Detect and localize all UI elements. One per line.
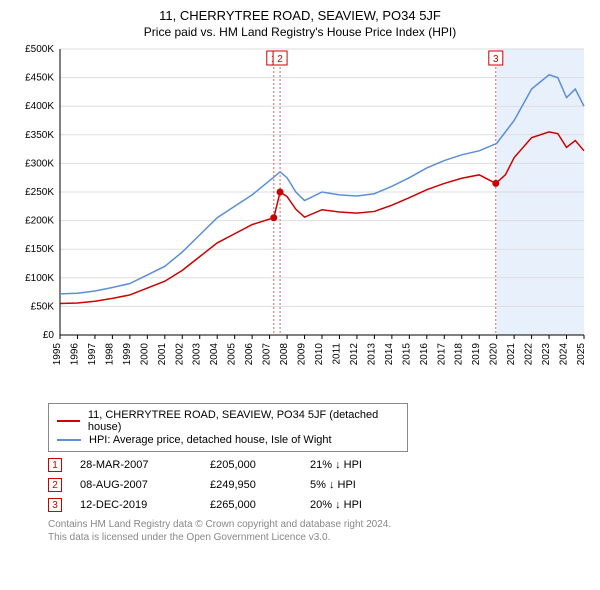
transaction-row: 2 08-AUG-2007£249,9505% ↓ HPI (48, 478, 588, 492)
x-tick-label: 2006 (244, 343, 255, 366)
x-tick-label: 2008 (279, 343, 290, 366)
transaction-delta: 21% ↓ HPI (310, 459, 410, 471)
transaction-marker: 2 (48, 478, 62, 492)
transaction-row: 1 28-MAR-2007£205,00021% ↓ HPI (48, 458, 588, 472)
transaction-delta: 20% ↓ HPI (310, 499, 410, 511)
x-tick-label: 2003 (192, 343, 203, 366)
transaction-date: 12-DEC-2019 (80, 499, 210, 511)
chart-title: 11, CHERRYTREE ROAD, SEAVIEW, PO34 5JF (12, 8, 588, 23)
transaction-dot (492, 180, 499, 187)
transaction-price: £249,950 (210, 479, 310, 491)
transaction-marker: 3 (48, 498, 62, 512)
x-tick-label: 2016 (419, 343, 430, 366)
x-tick-label: 2002 (174, 343, 185, 366)
y-tick-label: £350K (25, 130, 54, 141)
transaction-delta: 5% ↓ HPI (310, 479, 410, 491)
x-tick-label: 2001 (157, 343, 168, 366)
legend-swatch (57, 420, 80, 422)
y-tick-label: £200K (25, 216, 54, 227)
transaction-price: £205,000 (210, 459, 310, 471)
transaction-date: 08-AUG-2007 (80, 479, 210, 491)
x-tick-label: 2017 (436, 343, 447, 366)
legend-item: 11, CHERRYTREE ROAD, SEAVIEW, PO34 5JF (… (57, 409, 399, 433)
chart-container: 11, CHERRYTREE ROAD, SEAVIEW, PO34 5JF P… (0, 0, 600, 590)
x-tick-label: 2013 (366, 343, 377, 366)
legend-label: 11, CHERRYTREE ROAD, SEAVIEW, PO34 5JF (… (88, 409, 399, 433)
footnote-line: This data is licensed under the Open Gov… (48, 531, 588, 544)
footnote-line: Contains HM Land Registry data © Crown c… (48, 518, 588, 531)
x-tick-label: 1995 (52, 343, 63, 366)
x-tick-label: 2023 (541, 343, 552, 366)
x-tick-label: 1996 (69, 343, 80, 366)
x-tick-label: 2022 (524, 343, 535, 366)
transaction-price: £265,000 (210, 499, 310, 511)
x-tick-label: 2024 (559, 343, 570, 366)
x-tick-label: 2018 (454, 343, 465, 366)
transaction-date: 28-MAR-2007 (80, 459, 210, 471)
x-tick-label: 2011 (331, 343, 342, 365)
footnote: Contains HM Land Registry data © Crown c… (48, 518, 588, 544)
chart-area: £0 £50K £100K £150K £200K £250K £300K £350K £400… (12, 45, 588, 395)
x-tick-label: 1999 (122, 343, 133, 366)
x-tick-label: 2015 (401, 343, 412, 366)
transaction-dot (270, 214, 277, 221)
legend: 11, CHERRYTREE ROAD, SEAVIEW, PO34 5JF (… (48, 403, 408, 452)
legend-label: HPI: Average price, detached house, Isle… (89, 434, 332, 446)
y-tick-label: £150K (25, 244, 54, 255)
x-tick-label: 2004 (209, 343, 220, 366)
x-tick-label: 2009 (297, 343, 308, 366)
chart-svg: £0 £50K £100K £150K £200K £250K £300K £350K £400… (12, 45, 588, 395)
transaction-marker-num: 2 (277, 54, 283, 65)
transaction-row: 3 12-DEC-2019£265,00020% ↓ HPI (48, 498, 588, 512)
y-tick-label: £500K (25, 45, 54, 55)
x-tick-label: 1997 (87, 343, 98, 366)
chart-subtitle: Price paid vs. HM Land Registry's House … (12, 25, 588, 39)
x-tick-label: 2019 (471, 343, 482, 366)
y-tick-label: £450K (25, 73, 54, 84)
transaction-marker: 1 (48, 458, 62, 472)
x-tick-label: 2014 (384, 343, 395, 366)
y-tick-label: £0 (43, 330, 55, 341)
x-tick-label: 2005 (227, 343, 238, 366)
transaction-marker-num: 3 (493, 54, 499, 65)
x-tick-label: 2020 (489, 343, 500, 366)
y-tick-label: £50K (31, 301, 55, 312)
transaction-dot (277, 189, 284, 196)
legend-item: HPI: Average price, detached house, Isle… (57, 434, 399, 446)
x-tick-label: 1998 (104, 343, 115, 366)
y-tick-label: £400K (25, 101, 54, 112)
x-tick-label: 2025 (576, 343, 587, 366)
x-tick-label: 2012 (349, 343, 360, 366)
x-tick-label: 2021 (506, 343, 517, 366)
x-tick-label: 2007 (262, 343, 273, 366)
y-tick-label: £300K (25, 158, 54, 169)
y-tick-label: £250K (25, 187, 54, 198)
legend-swatch (57, 439, 81, 441)
transactions-table: 1 28-MAR-2007£205,00021% ↓ HPI 2 08-AUG-200… (48, 458, 588, 512)
x-tick-label: 2010 (314, 343, 325, 366)
y-tick-label: £100K (25, 273, 54, 284)
x-tick-label: 2000 (139, 343, 150, 366)
